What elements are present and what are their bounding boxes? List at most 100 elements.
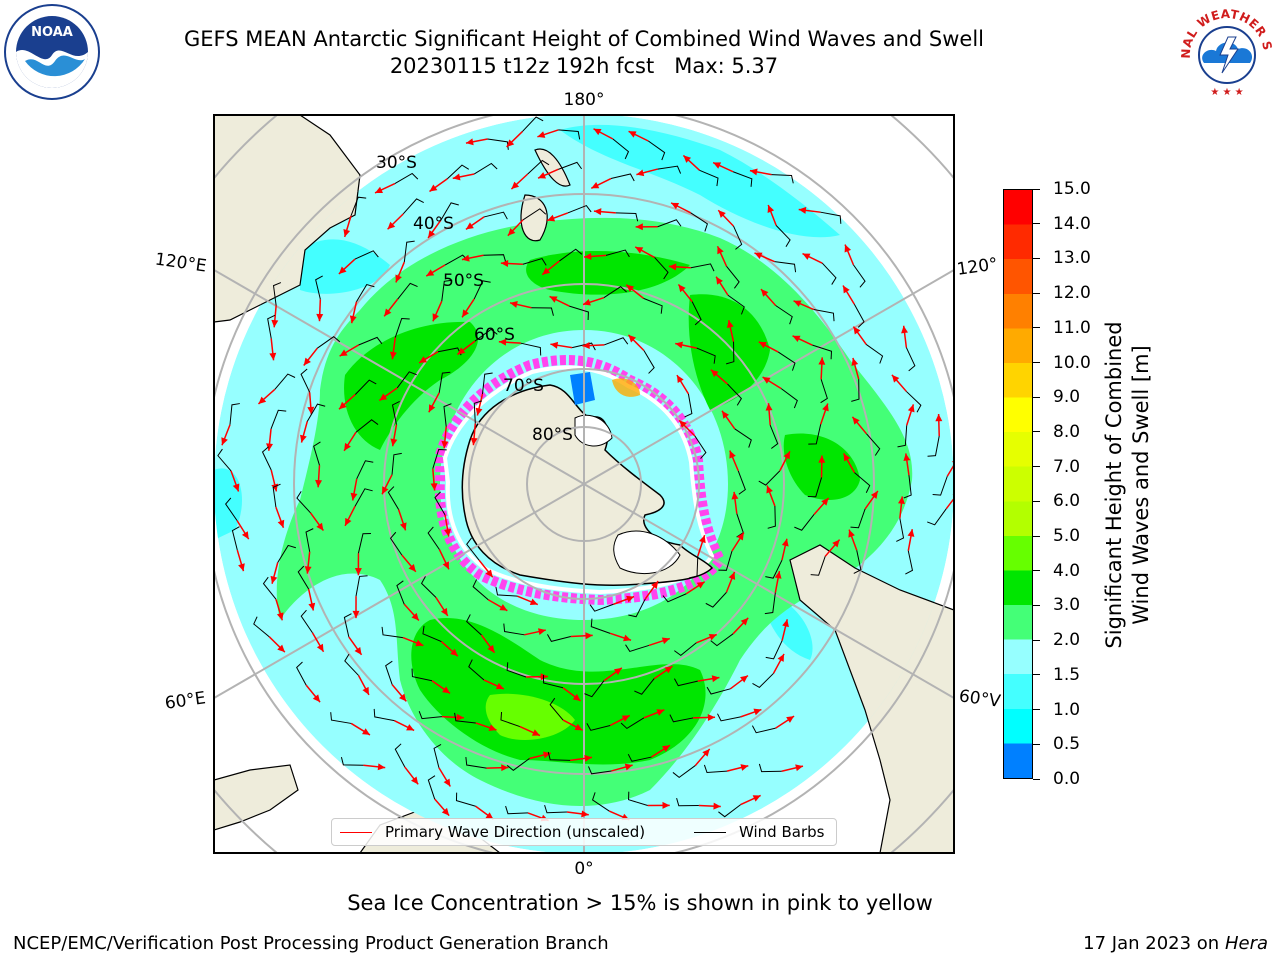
wind-barb [466,614,482,636]
wind-barb [767,506,776,529]
map-legend: Primary Wave Direction (unscaled) Wind B… [331,818,837,846]
title-line-1: GEFS MEAN Antarctic Significant Height o… [183,27,985,51]
wave-direction-arrowhead [626,595,635,603]
wind-barb [522,208,547,221]
colorbar-tick-label: 14.0 [1053,213,1091,234]
wind-barb [300,368,311,393]
lon-label-180: 180° [564,90,605,110]
wind-barb [373,708,395,722]
wind-barb [765,559,783,579]
wave-direction-arrowhead [344,442,351,451]
wind-barb [643,350,655,374]
wave-direction-arrowhead [795,764,804,772]
wave-direction-arrowhead [276,612,284,621]
wave-direction-arrowhead [382,486,389,495]
colorbar-tick-label: 15.0 [1053,179,1091,199]
wind-barb [272,282,282,306]
wave-direction-arrowhead [749,168,758,176]
wave-direction-arrowhead [415,639,424,647]
colorbar-tick-label: 8.0 [1053,421,1081,442]
wind-barb [676,797,699,807]
colorbar-tick-mark [1033,639,1040,641]
wave-direction-arrowhead [844,244,852,253]
wave-direction-arrowhead [766,485,773,494]
colorbar-tick-mark [1033,362,1040,364]
wave-direction-arrowhead [307,406,315,415]
wave-direction-arrowhead [710,369,719,378]
wave-direction-arrowhead [232,483,240,492]
wind-barb [432,449,447,469]
wave-direction-arrowhead [781,538,789,547]
wind-barb [262,576,277,600]
wave-direction-arrowhead [901,325,908,334]
colorbar-tick-mark [1033,570,1040,572]
wave-direction-arrowhead [399,693,407,702]
wind-barb [850,508,866,529]
colorbar-tick-label: 13.0 [1053,248,1091,269]
wind-barb [610,173,635,182]
wave-direction-arrowhead [656,709,665,716]
wind-barb [927,508,947,526]
wave-direction-arrowhead [793,300,802,307]
wind-barb [932,476,948,496]
wind-barb [703,764,727,774]
wave-direction-arrowhead [767,204,775,213]
wave-direction-arrowhead [935,414,943,422]
wind-barb [558,161,583,170]
wave-direction-arrowhead [429,184,438,192]
legend-wave-direction: Primary Wave Direction (unscaled) [340,823,645,841]
wind-barb [344,653,359,676]
wave-direction-arrowhead [452,173,461,181]
wave-direction-arrowhead [853,326,861,335]
wind-barb [343,613,352,638]
wave-direction-arrowhead [740,675,748,683]
colorbar [1003,189,1033,779]
lat-label-80s: 80°S [532,425,573,445]
colorbar-tick-label: 10.0 [1053,352,1091,373]
wave-direction-arrowhead [582,298,591,306]
wind-barb [758,470,781,486]
wave-direction-arrowhead [442,686,451,694]
wind-barb [590,618,611,634]
wind-barb [411,668,433,682]
wind-barb [657,219,682,228]
wind-barb [434,491,446,516]
wind-barb [591,792,610,812]
wave-direction-arrowhead [668,263,677,271]
wave-zone-4m [344,250,860,765]
wind-barb [356,460,374,480]
wave-direction-arrowhead [662,745,670,753]
wave-direction-arrowhead [390,438,398,447]
wave-direction-arrowhead [549,296,558,303]
wave-direction-arrowhead [662,801,670,809]
page-title: GEFS MEAN Antarctic Significant Height o… [0,26,1168,80]
wave-direction-arrowhead [540,673,548,681]
wind-barb [853,550,862,574]
wave-direction-arrowhead [718,210,726,218]
wind-barb [643,297,663,314]
colorbar-tick-mark [1033,535,1040,537]
wind-barb [684,393,693,418]
wave-direction-arrowhead [495,682,504,690]
wave-direction-arrowhead [343,229,351,237]
noaa-logo: NOAA [4,4,100,100]
wind-barb [603,286,627,299]
wind-barb [418,710,442,720]
wind-barb [305,528,314,552]
wave-direction-arrowhead [702,748,710,757]
wave-direction-arrowhead [384,308,392,317]
wave-direction-arrowhead [798,206,807,214]
wave-direction-arrowhead [547,214,556,222]
wind-barb [689,556,699,579]
wave-direction-arrowhead [428,230,436,238]
wind-barb [495,586,518,597]
colorbar-tick-mark [1033,223,1040,225]
wave-direction-arrowhead [623,634,632,642]
wave-direction-arrowhead [740,617,749,626]
wind-barb [820,211,842,224]
wind-barb [752,672,774,689]
wave-direction-arrowhead [843,453,851,462]
colorbar-tick-mark [1033,604,1040,606]
wave-direction-arrowhead [339,401,347,410]
wave-direction-arrowhead [832,539,840,548]
